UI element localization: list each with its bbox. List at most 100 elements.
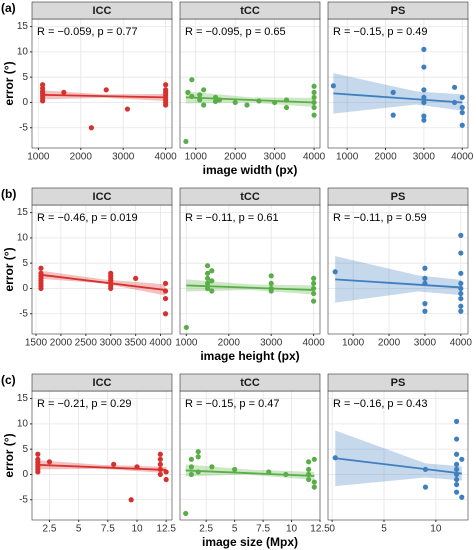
- strip: [179, 1, 321, 20]
- point: [283, 104, 290, 111]
- x-tick-label: 5: [232, 524, 238, 535]
- confidence-band: [185, 464, 315, 481]
- point: [459, 456, 465, 462]
- point: [311, 89, 317, 95]
- x-tick-label: 2000: [374, 152, 397, 163]
- point: [162, 280, 169, 287]
- point: [183, 324, 189, 331]
- point: [458, 290, 464, 297]
- y-tick-label: 10: [17, 233, 29, 244]
- point: [453, 489, 460, 495]
- confidence-band: [335, 256, 461, 303]
- strip: [179, 187, 321, 206]
- x-tick-label: 1000: [336, 152, 359, 163]
- point: [451, 84, 458, 90]
- point: [459, 109, 465, 116]
- x-tick-label: 4000: [155, 152, 178, 163]
- point: [311, 456, 317, 462]
- x-tick-label: 3000: [260, 338, 283, 349]
- point: [188, 471, 194, 478]
- point: [422, 308, 428, 314]
- point: [162, 311, 169, 317]
- confidence-band: [333, 73, 463, 114]
- x-tick-label: 3000: [100, 338, 123, 349]
- strip: [179, 373, 321, 392]
- panel-background: [180, 391, 320, 520]
- point: [311, 280, 317, 287]
- x-axis-label: image width (px): [203, 163, 298, 177]
- point: [268, 280, 274, 287]
- point: [197, 92, 203, 98]
- point: [311, 112, 317, 118]
- x-tick-label: 5: [76, 524, 82, 535]
- point: [204, 270, 211, 276]
- point: [35, 451, 41, 457]
- point: [201, 102, 207, 108]
- row-label: (a): [1, 1, 16, 15]
- x-tick-label: 0: [329, 524, 335, 535]
- fit-line: [185, 96, 315, 104]
- point: [268, 288, 274, 294]
- point: [453, 451, 460, 457]
- panel-background: [32, 391, 172, 520]
- annotation: R = −0.095, p = 0.65: [185, 26, 286, 38]
- fit-line: [186, 284, 314, 291]
- row-label: (c): [1, 373, 16, 387]
- point: [195, 449, 201, 455]
- point: [209, 278, 215, 284]
- x-tick-label: 3000: [264, 152, 287, 163]
- x-tick-label: 12.5: [310, 524, 330, 535]
- point: [244, 102, 250, 108]
- panel-background: [328, 19, 468, 148]
- point: [421, 117, 427, 123]
- point: [40, 98, 46, 104]
- strip: [31, 187, 173, 206]
- point: [157, 471, 163, 478]
- y-axis-label: error (°): [2, 247, 16, 291]
- point: [204, 280, 211, 287]
- annotation: R = −0.11, p = 0.61: [185, 212, 279, 224]
- x-tick-label: 4000: [303, 338, 326, 349]
- point: [268, 273, 274, 279]
- x-axis-label: image height (px): [200, 349, 299, 363]
- x-tick-label: 2000: [70, 152, 93, 163]
- point: [390, 112, 396, 118]
- x-tick-label: 3000: [413, 152, 436, 163]
- point: [390, 89, 396, 95]
- point: [61, 89, 67, 95]
- panel-background: [328, 205, 468, 334]
- fit-line: [185, 469, 315, 477]
- fit-line: [42, 93, 166, 99]
- x-tick-label: 2.5: [199, 524, 213, 535]
- y-tick-label: 5: [22, 444, 28, 455]
- point: [421, 113, 427, 119]
- point: [128, 497, 134, 503]
- y-tick-label: 0: [22, 283, 28, 294]
- panel-background: [32, 19, 172, 148]
- row-label: (b): [1, 187, 16, 201]
- point: [458, 295, 464, 302]
- y-tick-label: 5: [22, 72, 28, 83]
- point: [133, 275, 139, 281]
- point: [311, 104, 317, 111]
- point: [459, 94, 465, 101]
- point: [212, 98, 219, 105]
- y-axis-label: error (°): [2, 433, 16, 477]
- point: [163, 82, 169, 88]
- strip-title: ICC: [93, 191, 112, 203]
- point: [421, 64, 427, 70]
- y-axis-label: error (°): [2, 61, 16, 105]
- point: [88, 125, 94, 131]
- point: [422, 275, 428, 281]
- fit-line: [40, 273, 166, 291]
- point: [183, 510, 189, 517]
- y-tick-label: 10: [17, 419, 29, 430]
- point: [453, 476, 460, 483]
- point: [459, 122, 465, 128]
- point: [209, 464, 215, 470]
- x-tick-label: 3500: [125, 338, 148, 349]
- point: [453, 436, 460, 442]
- point: [311, 275, 317, 281]
- strip-title: ICC: [93, 377, 112, 389]
- x-tick-label: 1000: [342, 338, 365, 349]
